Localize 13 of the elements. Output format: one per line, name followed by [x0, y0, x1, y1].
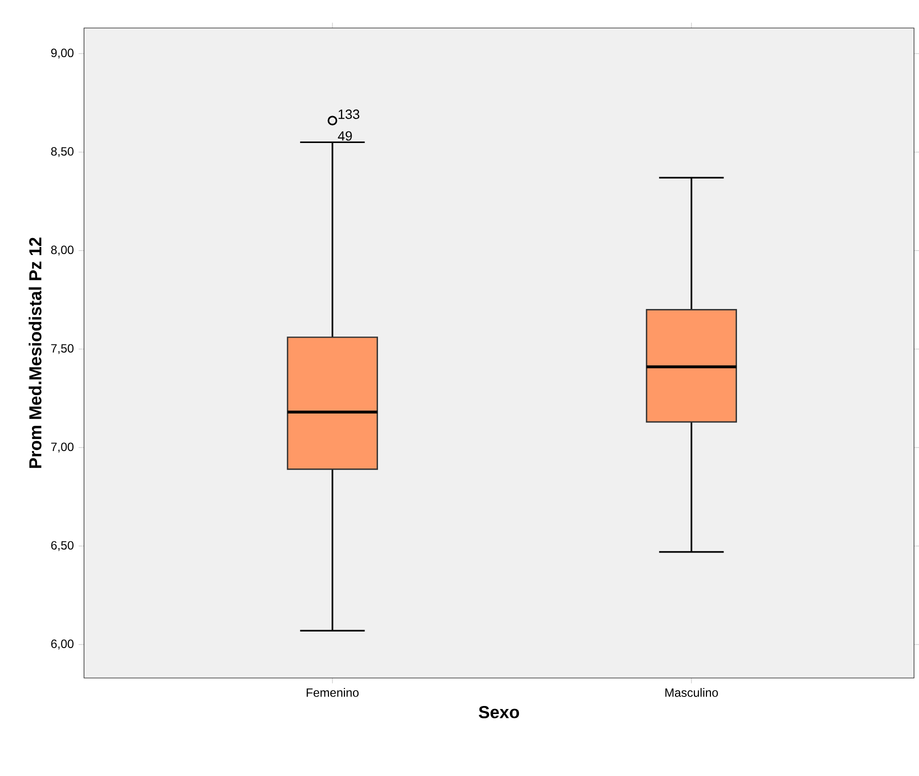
- x-tick-label: Masculino: [665, 688, 718, 697]
- y-tick-label: 8,50: [51, 147, 74, 158]
- y-tick-label: 7,00: [51, 442, 74, 452]
- y-tick-label: 7,50: [51, 344, 74, 354]
- y-axis-title: Prom Med.Mesiodistal Pz 12: [28, 238, 42, 468]
- x-axis-title: Sexo: [478, 706, 520, 718]
- y-tick-label: 8,00: [51, 246, 74, 256]
- y-tick-label: 9,00: [51, 48, 74, 59]
- annotation: 133: [338, 110, 360, 119]
- annotation: 49: [338, 131, 352, 141]
- x-tick-label: Femenino: [306, 688, 359, 697]
- y-tick-label: 6,00: [51, 640, 74, 650]
- y-tick-label: 6,50: [51, 541, 74, 551]
